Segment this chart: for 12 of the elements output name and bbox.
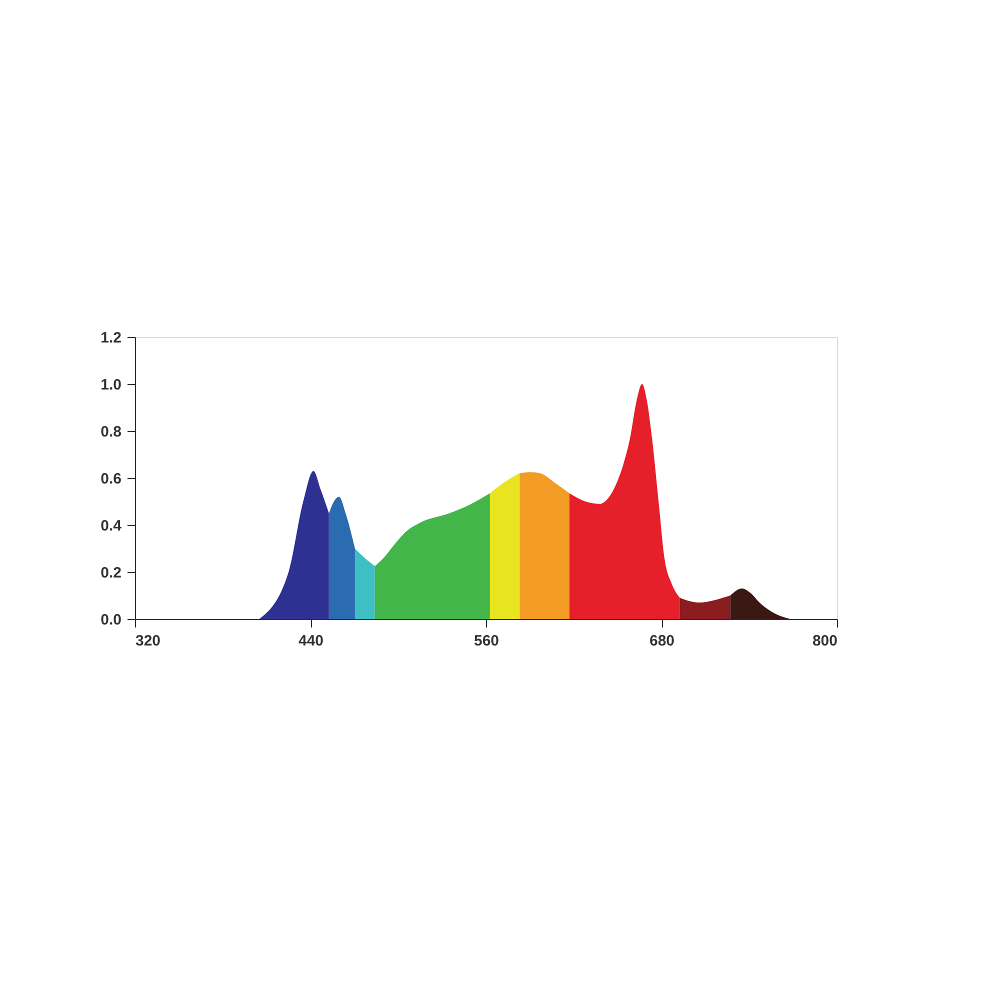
x-tick-label: 440 bbox=[298, 632, 324, 650]
y-tick-label: 1.2 bbox=[100, 330, 122, 346]
x-tick-label: 800 bbox=[812, 632, 838, 650]
x-tick-label: 680 bbox=[649, 632, 675, 650]
y-tick-label: 1.0 bbox=[100, 376, 122, 394]
y-tick-label: 0.4 bbox=[100, 518, 122, 534]
y-tick-label: 0.0 bbox=[100, 612, 122, 628]
y-tick-label: 0.2 bbox=[100, 564, 122, 582]
x-tick-label: 320 bbox=[136, 632, 161, 650]
x-tick-label: 560 bbox=[474, 632, 500, 650]
y-tick-label: 0.6 bbox=[100, 470, 122, 488]
y-tick-label: 0.8 bbox=[100, 424, 122, 440]
